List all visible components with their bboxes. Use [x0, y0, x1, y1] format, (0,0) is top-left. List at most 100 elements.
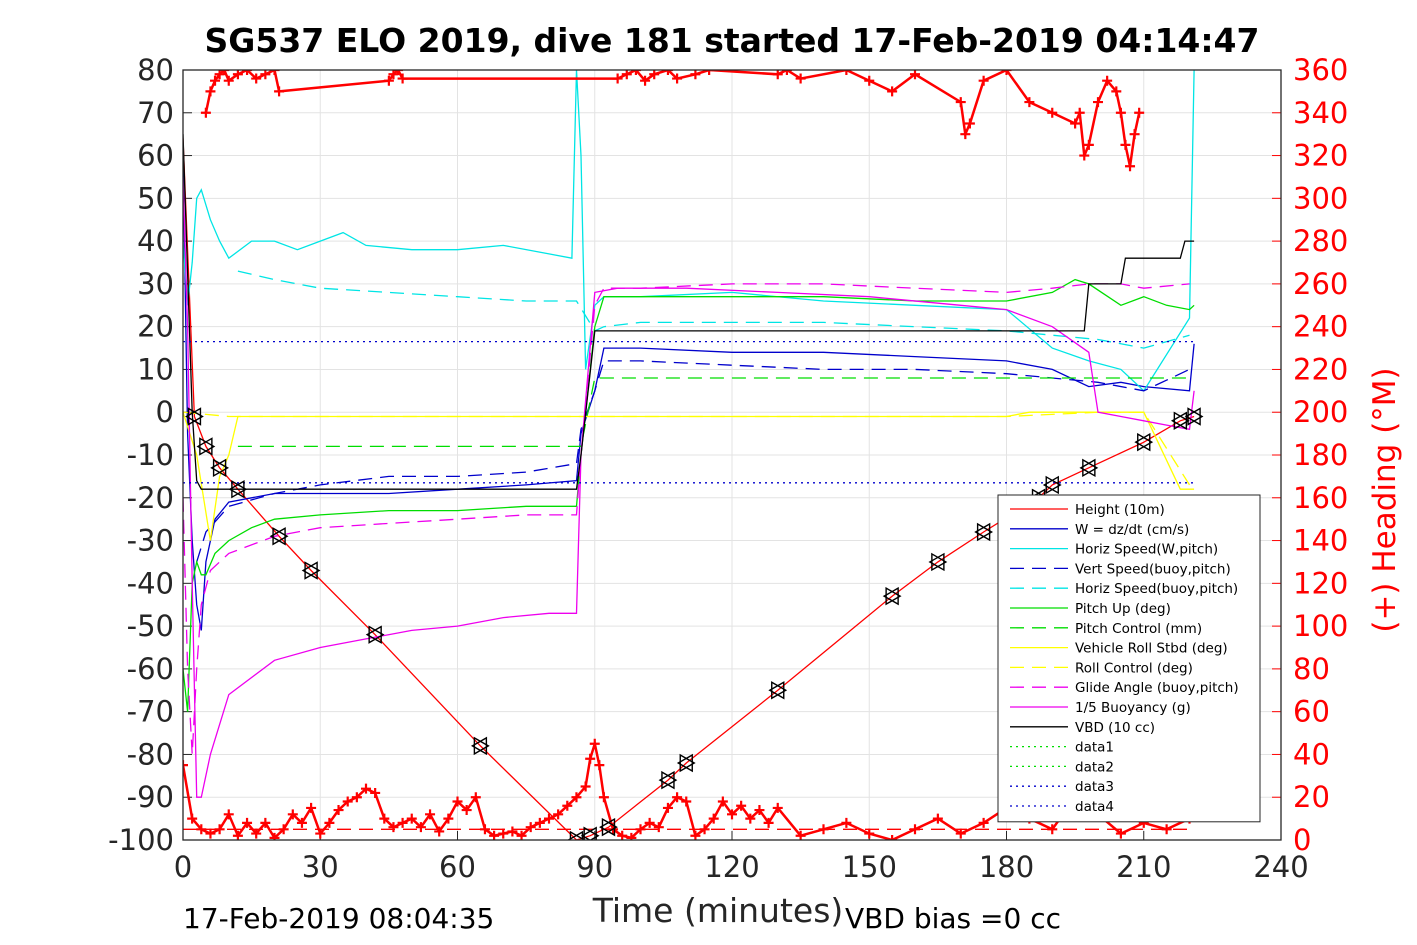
y-right-tick-label: 140: [1293, 524, 1348, 558]
y-tick-label: -40: [127, 566, 174, 600]
height-marker-left: [1042, 475, 1059, 495]
plot-frame: [182, 69, 1282, 841]
heading-point: [553, 809, 564, 820]
heading-point: [1079, 150, 1090, 161]
height-marker-right: [679, 753, 696, 773]
y-right-tick-label: 160: [1293, 481, 1348, 515]
x-tick-label: 240: [1253, 850, 1308, 884]
height-marker-right: [304, 561, 321, 580]
legend-label: Vehicle Roll Stbd (deg): [1075, 641, 1228, 657]
heading-point: [434, 826, 445, 837]
heading-point: [841, 817, 852, 828]
heading-point: [580, 781, 591, 792]
legend-label: Vert Speed(buoy,pitch): [1075, 561, 1231, 577]
height-marker-right: [885, 586, 902, 606]
height-marker-right: [771, 681, 788, 700]
height-marker-left: [228, 480, 245, 499]
height-marker-right: [569, 830, 586, 840]
series-line-9: [183, 283, 1190, 755]
height-marker-left: [1079, 458, 1096, 478]
y-tick-label: -50: [127, 609, 174, 643]
heading-point: [443, 813, 454, 824]
heading-point: [594, 760, 605, 771]
y-right-tick-label: 180: [1293, 438, 1348, 472]
heading-point: [242, 70, 253, 75]
y-right-tick-label: 320: [1293, 139, 1348, 173]
height-marker-left: [269, 527, 286, 546]
legend-label: data1: [1075, 740, 1114, 756]
heading-point: [960, 129, 971, 140]
heading-point: [690, 830, 701, 840]
heading-point: [251, 73, 262, 84]
heading-point: [507, 826, 518, 837]
heading-point: [370, 787, 381, 798]
height-marker-right: [473, 736, 490, 756]
y-tick-label: 10: [137, 352, 174, 386]
heading-point: [717, 796, 728, 807]
heading-point: [612, 73, 623, 84]
heading-point: [287, 809, 298, 820]
series-line-2: [183, 70, 1195, 392]
height-marker-left: [1184, 407, 1201, 426]
heading-point: [415, 822, 426, 833]
legend-label: Horiz Speed(W,pitch): [1075, 542, 1218, 558]
heading-point: [978, 75, 989, 86]
heading-point: [498, 828, 509, 839]
y-right-tick-label: 80: [1293, 652, 1330, 686]
legend-label: 1/5 Buoyancy (g): [1075, 700, 1191, 716]
height-marker-right: [601, 817, 618, 837]
height-marker-left: [676, 753, 693, 773]
heading-point: [525, 822, 536, 833]
y-tick-label: -70: [127, 695, 174, 729]
heading-point: [534, 817, 545, 828]
height-marker-left: [928, 552, 945, 572]
heading-point: [781, 70, 792, 75]
heading-point: [598, 792, 609, 803]
heading-point: [461, 805, 472, 816]
heading-point: [708, 813, 719, 824]
heading-point: [964, 118, 975, 129]
heading-point: [681, 796, 692, 807]
heading-point: [388, 822, 399, 833]
heading-point: [205, 828, 216, 839]
heading-point: [187, 813, 198, 824]
footer-vbd-bias: VBD bias =0 cc: [845, 902, 1061, 935]
heading-point: [260, 817, 271, 828]
x-tick-label: 120: [704, 850, 759, 884]
heading-point: [397, 817, 408, 828]
heading-point: [745, 813, 756, 824]
heading-point: [223, 75, 234, 86]
heading-point: [205, 86, 216, 97]
legend-label: Pitch Control (mm): [1075, 621, 1202, 637]
heading-point: [1102, 75, 1113, 86]
height-marker-right: [661, 770, 678, 790]
heading-point: [333, 805, 344, 816]
heading-point: [324, 817, 335, 828]
heading-point: [223, 809, 234, 820]
y-tick-label: -10: [127, 438, 174, 472]
legend: Height (10m) W = dz/dt (cm/s) Horiz Speed(…: [997, 494, 1261, 823]
height-marker-left: [185, 407, 202, 426]
height-marker-right: [231, 480, 248, 499]
series-line-8: [183, 411, 1191, 486]
series-line-6: [237, 377, 1190, 448]
heading-point: [269, 832, 280, 840]
y-right-tick-label: 360: [1293, 53, 1348, 87]
heading-point: [736, 800, 747, 811]
heading-point: [1093, 97, 1103, 108]
y-right-tick-label: 220: [1293, 352, 1348, 386]
y-tick-label: -60: [127, 652, 174, 686]
height-marker-right: [199, 437, 216, 456]
x-tick-label: 30: [302, 850, 339, 884]
heading-point: [210, 75, 221, 86]
heading-point: [864, 75, 875, 86]
height-marker-left: [210, 458, 227, 478]
series-line-3: [196, 360, 1190, 563]
y-tick-label: 20: [137, 310, 174, 344]
heading-point: [955, 828, 966, 839]
heading-point: [690, 70, 701, 80]
y-axis-right-label: (+) Heading (°M): [1367, 367, 1403, 632]
series-line-11: [183, 134, 1195, 490]
y-right-tick-label: 60: [1293, 695, 1330, 729]
height-marker-left: [470, 736, 488, 756]
